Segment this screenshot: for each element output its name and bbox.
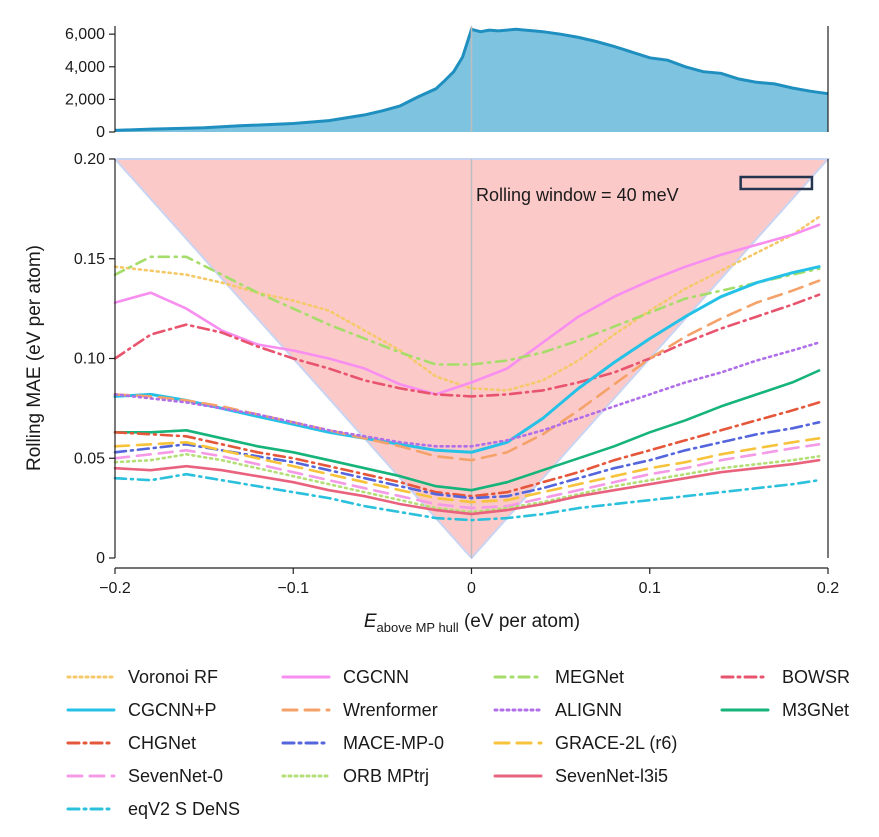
series-line (113, 223, 821, 396)
series-line (113, 443, 821, 510)
x-axis-title-unit: (eV per atom) (459, 611, 580, 632)
legend-item: M3GNet (720, 700, 849, 720)
y-axis-title: Rolling MAE (eV per atom) (24, 245, 45, 471)
legend-label: Wrenformer (343, 700, 438, 720)
svg-text:Eabove MP hull (eV per atom): Eabove MP hull (eV per atom) (364, 611, 580, 635)
legend-item: MEGNet (493, 667, 624, 687)
ytick-label: 0.10 (74, 351, 105, 368)
histogram-ytick-label: 4,000 (65, 59, 105, 76)
legend-label: CGCNN (343, 667, 409, 687)
ytick-label: 0.20 (74, 151, 105, 168)
legend: Voronoi RF CGCNN MEGNet BOWSR CGCNN+P Wrenfor… (66, 667, 850, 819)
legend-label: ALIGNN (555, 700, 622, 720)
histogram-ytick-label: 6,000 (65, 26, 105, 43)
xtick-label: −0.1 (277, 580, 309, 597)
legend-item: eqV2 S DeNS (66, 799, 240, 819)
ytick-label: 0.15 (74, 251, 105, 268)
series-line (113, 215, 821, 392)
legend-item: MACE-MP-0 (281, 733, 444, 753)
histogram-ytick-label: 0 (96, 124, 105, 141)
legend-label: CHGNet (128, 733, 196, 753)
series-line (113, 458, 821, 516)
series-line (113, 437, 821, 504)
ytick-label: 0.05 (74, 450, 105, 467)
series-line (113, 472, 821, 522)
xtick-label: 0 (467, 580, 476, 597)
x-axis-title: Eabove MP hull (eV per atom) (364, 611, 580, 635)
rolling-window-annotation: Rolling window = 40 meV (476, 185, 679, 205)
histogram-ytick-label: 2,000 (65, 91, 105, 108)
xtick-label: 0.1 (639, 580, 661, 597)
xtick-label: 0.2 (817, 580, 839, 597)
legend-label: MACE-MP-0 (343, 733, 444, 753)
legend-item: GRACE-2L (r6) (493, 733, 677, 753)
legend-item: Voronoi RF (66, 667, 218, 687)
legend-item: ORB MPtrj (281, 766, 429, 786)
legend-label: M3GNet (782, 700, 849, 720)
legend-item: BOWSR (720, 667, 850, 687)
x-axis-title-subscript: above MP hull (377, 620, 459, 635)
legend-item: SevenNet-0 (66, 766, 223, 786)
legend-label: GRACE-2L (r6) (555, 733, 677, 753)
legend-item: Wrenformer (281, 700, 438, 720)
ytick-label: 0 (96, 550, 105, 567)
legend-item: CHGNet (66, 733, 196, 753)
xtick-label: −0.2 (99, 580, 131, 597)
x-axis-title-main: E (364, 611, 377, 632)
legend-item: SevenNet-l3i5 (493, 766, 668, 786)
legend-label: Voronoi RF (128, 667, 218, 687)
series-line (113, 341, 821, 448)
legend-label: MEGNet (555, 667, 624, 687)
legend-item: ALIGNN (493, 700, 622, 720)
series-line (113, 255, 821, 366)
series-line (113, 453, 821, 514)
legend-label: SevenNet-l3i5 (555, 766, 668, 786)
histogram-panel: 0 2,000 4,000 6,000 (65, 26, 829, 141)
histogram-outline (114, 27, 829, 132)
series-line (113, 279, 821, 462)
legend-label: ORB MPtrj (343, 766, 429, 786)
series-line (113, 369, 821, 492)
legend-label: eqV2 S DeNS (128, 799, 240, 819)
rolling-mae-panel: 0 0.05 0.10 0.15 0.20 −0.2 −0.1 0 0.1 0.2 (74, 151, 839, 597)
legend-label: SevenNet-0 (128, 766, 223, 786)
legend-label: CGCNN+P (128, 700, 217, 720)
legend-item: CGCNN (281, 667, 409, 687)
series-line (113, 293, 821, 398)
legend-item: CGCNN+P (66, 700, 217, 720)
series-line (113, 401, 821, 498)
legend-label: BOWSR (782, 667, 850, 687)
rolling-window-box (739, 175, 814, 191)
